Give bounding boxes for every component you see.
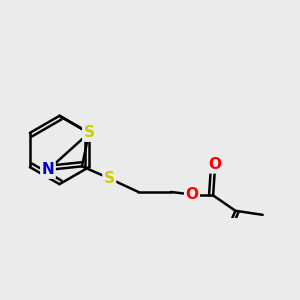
Text: O: O xyxy=(208,157,221,172)
Text: S: S xyxy=(104,171,115,186)
Text: S: S xyxy=(84,125,94,140)
Text: N: N xyxy=(42,162,54,177)
Text: O: O xyxy=(185,187,199,202)
